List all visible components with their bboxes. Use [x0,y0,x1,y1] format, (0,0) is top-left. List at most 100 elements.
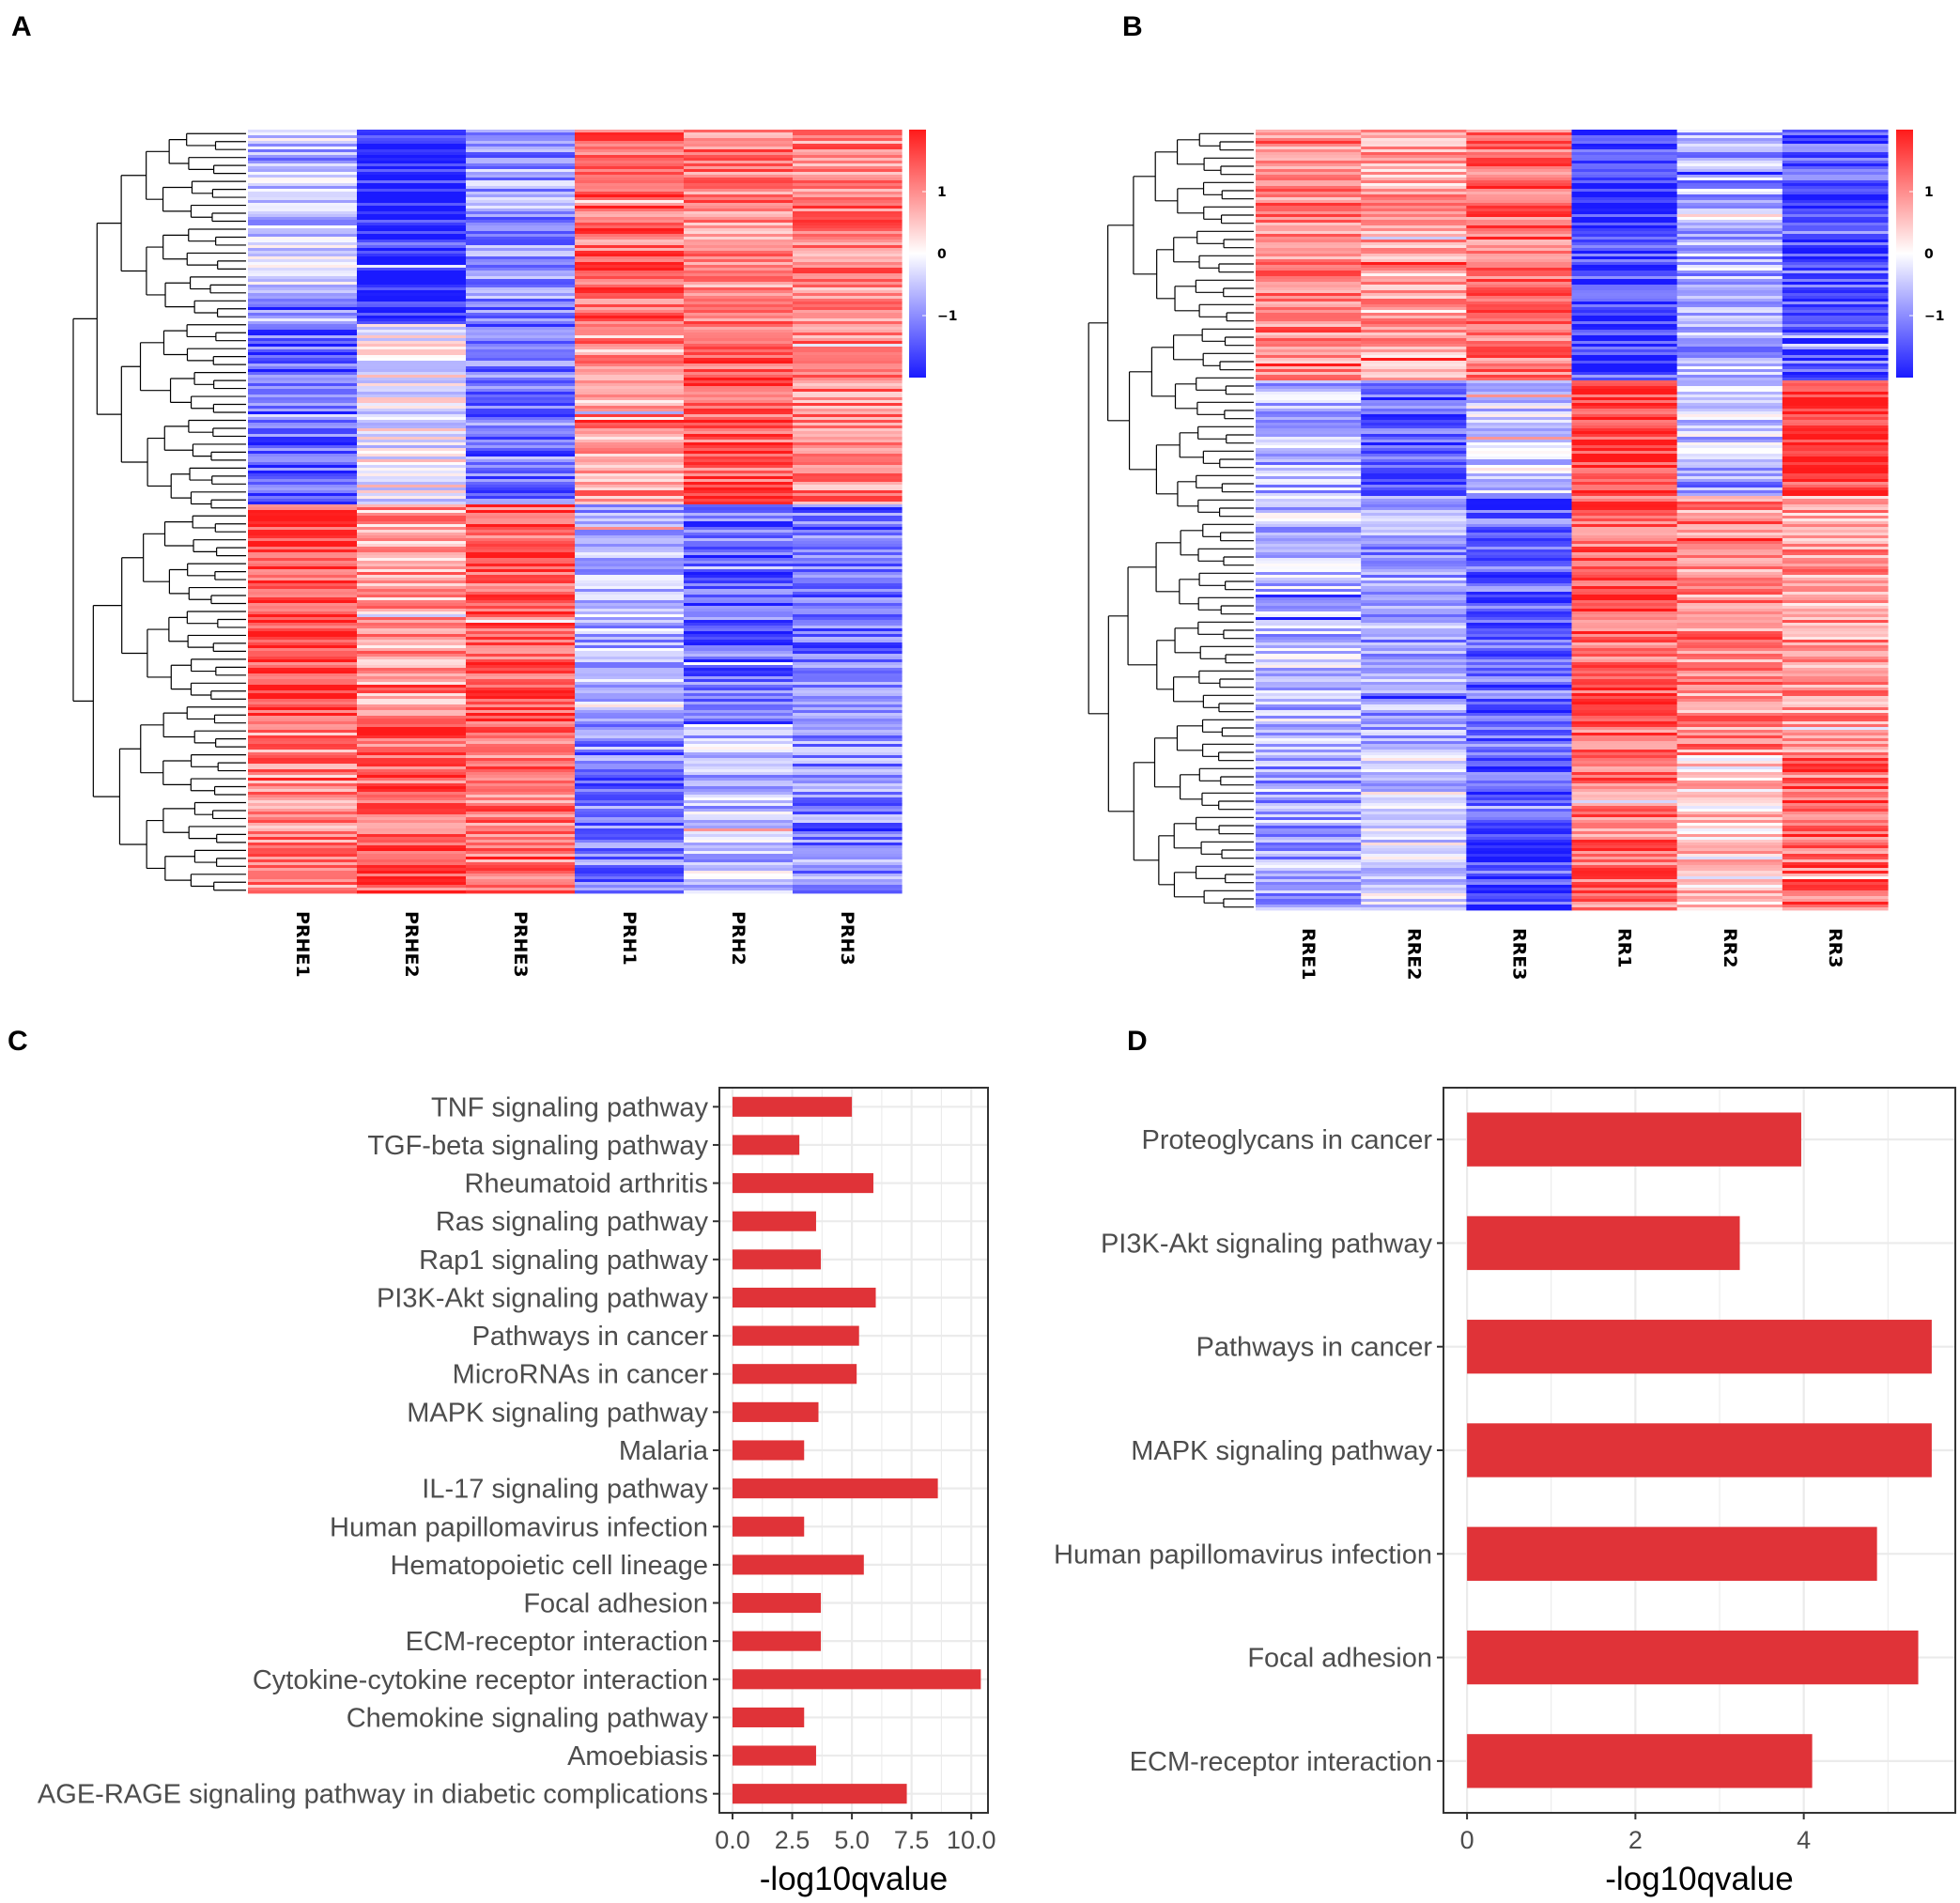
heatmap-a-cell [793,302,903,305]
heatmap-a-cell [575,304,685,308]
heatmap-a-cell [793,420,903,424]
heatmap-a-cell [575,826,685,829]
heatmap-b-cell [1466,411,1573,415]
heatmap-b-cell [1676,558,1783,562]
heatmap-b-cell [1466,592,1573,596]
heatmap-b-cell [1782,685,1889,688]
heatmap-b-cell [1782,510,1889,514]
heatmap-b-cell [1676,905,1783,908]
heatmap-a-cell [793,155,903,159]
heatmap-a-cell [684,476,794,480]
heatmap-a-cell [793,820,903,824]
heatmap-b-cell [1466,223,1573,226]
heatmap-a-cell [466,338,576,342]
heatmap-a-cell [357,409,467,412]
heatmap-b-cell [1676,783,1783,787]
heatmap-b-cell [1256,747,1362,750]
heatmap-b-cell [1676,304,1783,308]
heatmap-a-cell [248,237,358,240]
heatmap-b-cell [1256,668,1362,672]
heatmap-a-cell [793,645,903,649]
heatmap-a-cell [793,637,903,641]
heatmap-a-cell [357,533,467,536]
heatmap-a-cell [466,386,576,390]
heatmap-b-cell [1782,907,1889,911]
heatmap-a-cell [575,781,685,784]
heatmap-a-cell [357,628,467,632]
heatmap-b-cell [1256,527,1362,531]
heatmap-a-cell [357,541,467,545]
heatmap-a-cell [575,783,685,787]
heatmap-a-cell [793,163,903,167]
heatmap-a-cell [357,473,467,477]
heatmap-b-cell [1466,755,1573,759]
heatmap-b-cell [1571,169,1678,173]
heatmap-b-cell [1256,279,1362,283]
heatmap-b-cell [1256,490,1362,494]
heatmap-b-cell [1466,851,1573,855]
heatmap-b-cell [1782,307,1889,311]
heatmap-a-cell [466,459,576,463]
heatmap-b-cell [1782,789,1889,793]
heatmap-a-cell [466,868,576,872]
heatmap-b-cell [1466,400,1573,404]
heatmap-a-cell [466,330,576,333]
heatmap-a-cell [248,640,358,643]
heatmap-b-cell [1361,313,1467,317]
heatmap-a-cell [575,764,685,767]
heatmap-b-cell [1256,425,1362,429]
heatmap-b-cell [1782,719,1889,722]
heatmap-a-cell [684,654,794,658]
heatmap-b-cell [1361,645,1467,649]
heatmap-b-cell [1361,138,1467,142]
heatmap-b-cell [1571,806,1678,810]
heatmap-a-cell [248,702,358,705]
heatmap-a-column-label: PRHE2 [401,911,422,978]
heatmap-b-cell [1782,366,1889,370]
heatmap-b-cell [1256,287,1362,291]
heatmap-b-cell [1361,789,1467,793]
heatmap-a-colorbar-tick-label: 1 [937,185,947,200]
heatmap-b-cell [1466,163,1573,167]
heatmap-a-cell [248,578,358,581]
heatmap-b-cell [1676,831,1783,835]
heatmap-a-cell [575,386,685,390]
heatmap-a-cell [684,620,794,624]
heatmap-a-cell [466,521,576,525]
heatmap-b-cell [1466,609,1573,612]
heatmap-b-cell [1361,634,1467,638]
heatmap-b-cell [1782,209,1889,212]
heatmap-b-cell [1782,341,1889,345]
heatmap-b-cell [1256,341,1362,345]
heatmap-a-cell [248,259,358,263]
heatmap-b-cell [1256,380,1362,384]
heatmap-a-cell [357,459,467,463]
heatmap-b-cell [1361,809,1467,812]
heatmap-b-cell [1361,831,1467,835]
heatmap-b-cell [1676,893,1783,897]
heatmap-a-cell [793,344,903,348]
heatmap-a-cell [684,890,794,894]
heatmap-b-cell [1676,395,1783,398]
heatmap-b-cell [1571,623,1678,627]
heatmap-b-cell [1676,702,1783,705]
heatmap-a-cell [684,628,794,632]
heatmap-a-cell [684,738,794,742]
heatmap-a-cell [684,262,794,266]
heatmap-b-cell [1466,442,1573,446]
heatmap-a-cell [684,220,794,224]
heatmap-b-cell [1782,713,1889,717]
heatmap-a-cell [684,533,794,536]
heatmap-b-cell [1466,166,1573,170]
heatmap-b-cell [1571,242,1678,246]
heatmap-a-cell [466,533,576,536]
heatmap-b-cell [1782,730,1889,734]
heatmap-b-cell [1466,595,1573,598]
heatmap-b-cell [1676,386,1783,390]
heatmap-b-cell [1361,130,1467,133]
heatmap-a-cell [575,851,685,855]
heatmap-a-cell [466,403,576,407]
heatmap-b-cell [1782,245,1889,249]
heatmap-a-cell [357,597,467,601]
heatmap-a-cell [357,304,467,308]
